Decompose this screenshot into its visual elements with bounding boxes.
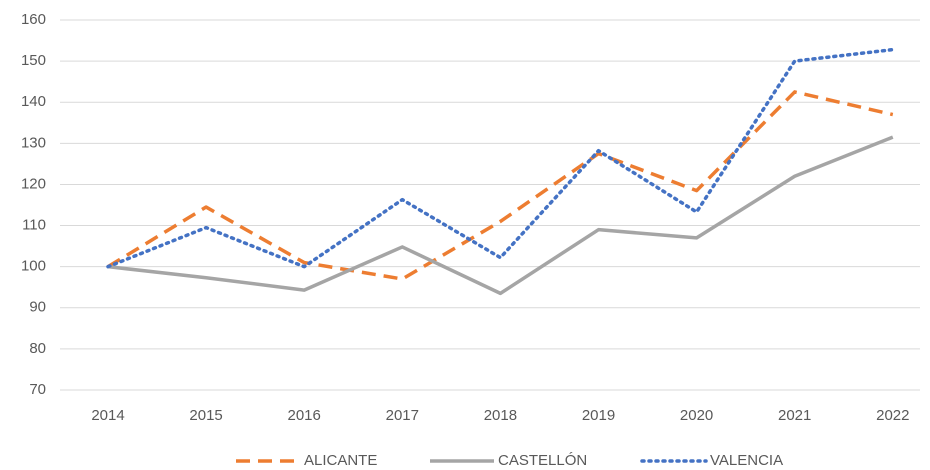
y-tick-label: 100 [21, 258, 46, 275]
x-tick-label: 2016 [288, 407, 321, 424]
x-tick-label: 2021 [778, 407, 811, 424]
legend-label: CASTELLÓN [498, 452, 587, 469]
legend-label: VALENCIA [710, 452, 783, 469]
series-line [107, 90, 894, 281]
series-line [107, 135, 894, 296]
y-tick-label: 130 [21, 134, 46, 151]
legend-label: ALICANTE [304, 452, 377, 469]
x-tick-label: 2022 [876, 407, 909, 424]
x-tick-label: 2014 [91, 407, 124, 424]
x-tick-label: 2020 [680, 407, 713, 424]
x-tick-label: 2017 [386, 407, 419, 424]
y-tick-label: 160 [21, 11, 46, 28]
y-tick-label: 110 [22, 217, 46, 234]
y-tick-label: 140 [21, 93, 46, 110]
y-tick-label: 120 [21, 175, 46, 192]
x-tick-label: 2018 [484, 407, 517, 424]
y-tick-label: 70 [29, 381, 46, 398]
x-tick-label: 2015 [189, 407, 222, 424]
x-tick-label: 2019 [582, 407, 615, 424]
y-tick-label: 80 [29, 340, 46, 357]
y-tick-label: 90 [29, 299, 46, 316]
y-tick-label: 150 [21, 52, 46, 69]
series-line [106, 47, 895, 269]
